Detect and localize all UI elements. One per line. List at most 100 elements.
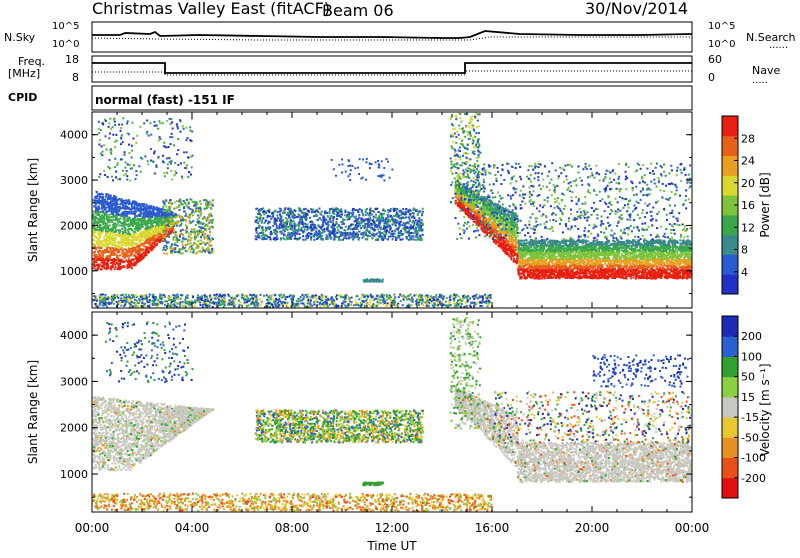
echo-point xyxy=(100,232,103,235)
echo-point xyxy=(352,236,355,239)
echo-point xyxy=(137,237,140,239)
echo-point xyxy=(117,257,120,260)
echo-point xyxy=(148,301,151,303)
echo-point xyxy=(121,252,124,255)
echo-point xyxy=(403,217,406,220)
echo-point xyxy=(125,250,128,252)
echo-point xyxy=(166,167,169,170)
echo-point xyxy=(132,258,135,261)
echo-point xyxy=(104,293,107,296)
echo-point xyxy=(116,261,118,264)
echo-point xyxy=(186,198,188,201)
echo-point xyxy=(113,260,116,263)
echo-point xyxy=(272,211,275,214)
echo-point xyxy=(115,245,118,248)
echo-point xyxy=(183,206,185,209)
echo-point xyxy=(200,202,203,205)
echo-point xyxy=(368,225,371,228)
echo-point xyxy=(279,238,282,241)
echo-point xyxy=(150,228,153,231)
echo-point xyxy=(128,212,131,215)
echo-point xyxy=(372,222,374,225)
echo-point xyxy=(110,208,113,211)
echo-point xyxy=(142,205,145,208)
echo-point xyxy=(147,163,150,166)
echo-point xyxy=(479,305,482,307)
echo-point xyxy=(185,228,188,231)
echo-point xyxy=(419,210,422,213)
echo-point xyxy=(316,218,319,221)
echo-point xyxy=(96,264,99,267)
echo-point xyxy=(218,298,220,301)
echo-point xyxy=(123,210,126,213)
echo-point xyxy=(98,143,101,146)
echo-point xyxy=(255,216,258,218)
echo-point xyxy=(100,246,103,249)
echo-point xyxy=(149,299,151,301)
echo-point xyxy=(409,293,412,296)
echo-point xyxy=(130,234,133,237)
echo-point xyxy=(94,248,97,251)
echo-point xyxy=(197,240,200,242)
echo-point xyxy=(138,258,141,260)
echo-point xyxy=(174,170,177,173)
echo-point xyxy=(97,127,100,130)
echo-point xyxy=(210,248,213,251)
echo-point xyxy=(98,132,101,134)
echo-point xyxy=(197,232,200,235)
echo-point xyxy=(308,227,310,230)
echo-point xyxy=(189,155,192,158)
echo-point xyxy=(319,212,322,215)
echo-point xyxy=(150,225,153,228)
echo-point xyxy=(99,200,102,202)
echo-point xyxy=(322,295,325,298)
echo-point xyxy=(306,293,309,296)
echo-point xyxy=(409,209,412,212)
echo-point xyxy=(407,238,410,241)
echo-point xyxy=(173,174,176,177)
echo-point xyxy=(115,176,117,179)
echo-point xyxy=(201,223,204,226)
echo-point xyxy=(255,230,258,233)
echo-point xyxy=(399,238,402,241)
echo-point xyxy=(382,174,385,177)
echo-point xyxy=(377,175,380,178)
echo-point xyxy=(358,158,361,161)
echo-point xyxy=(273,217,276,220)
echo-point xyxy=(128,210,131,213)
echo-point xyxy=(99,224,101,227)
echo-point xyxy=(185,230,188,233)
echo-point xyxy=(92,199,95,202)
echo-point xyxy=(338,236,340,239)
echo-point xyxy=(383,222,386,225)
echo-point xyxy=(176,237,179,240)
echo-point xyxy=(124,244,127,247)
echo-point xyxy=(104,262,107,265)
echo-point xyxy=(99,152,102,155)
echo-point xyxy=(163,225,166,228)
echo-point xyxy=(311,208,314,211)
echo-point xyxy=(133,264,135,267)
echo-point xyxy=(187,236,190,239)
echo-point xyxy=(337,214,340,217)
echo-point xyxy=(128,152,131,154)
echo-point xyxy=(298,209,301,212)
echo-point xyxy=(399,293,402,296)
echo-point xyxy=(117,266,120,269)
echo-point xyxy=(264,220,267,223)
echo-point xyxy=(121,141,124,144)
echo-point xyxy=(110,268,113,271)
echo-point xyxy=(113,239,116,242)
echo-point xyxy=(402,212,405,215)
echo-point xyxy=(397,302,400,305)
echo-point xyxy=(262,207,265,210)
echo-point xyxy=(200,226,203,229)
echo-point xyxy=(330,231,333,234)
echo-point xyxy=(133,230,136,233)
echo-point xyxy=(108,213,111,216)
echo-point xyxy=(95,240,98,243)
echo-point xyxy=(125,172,127,175)
echo-point xyxy=(207,201,210,204)
echo-point xyxy=(134,246,137,249)
echo-point xyxy=(94,295,97,298)
